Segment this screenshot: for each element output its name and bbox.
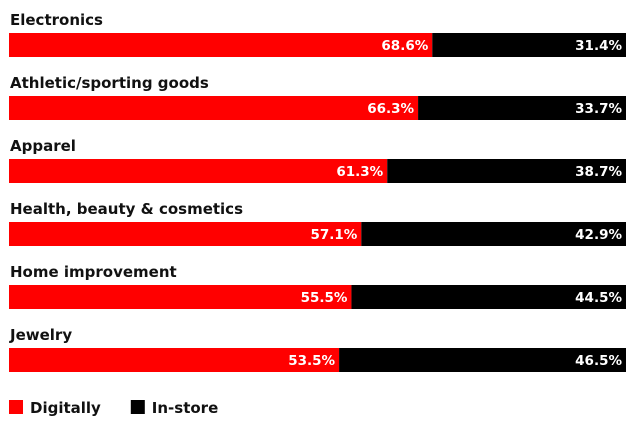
legend-label-in-store: In-store — [152, 399, 218, 417]
bar-in-store-apparel — [387, 159, 626, 183]
bar-digitally-athletic-sporting-goods — [9, 96, 419, 120]
data-label-in-store-health-beauty-cosmetics: 42.9% — [575, 227, 622, 243]
bar-digitally-jewelry — [9, 348, 340, 372]
data-label-digitally-athletic-sporting-goods: 66.3% — [367, 101, 414, 117]
bar-in-store-health-beauty-cosmetics — [361, 222, 626, 246]
bar-in-store-athletic-sporting-goods — [418, 96, 626, 120]
bar-digitally-home-improvement — [9, 285, 352, 309]
data-label-in-store-apparel: 38.7% — [575, 164, 622, 180]
category-label-home-improvement: Home improvement — [10, 263, 177, 281]
category-label-athletic-sporting-goods: Athletic/sporting goods — [10, 74, 209, 92]
category-label-apparel: Apparel — [10, 137, 76, 155]
legend-swatch-digitally — [9, 400, 23, 414]
data-label-in-store-home-improvement: 44.5% — [575, 290, 622, 306]
legend-swatch-in-store — [130, 400, 145, 414]
data-label-digitally-home-improvement: 55.5% — [301, 290, 348, 306]
legend-label-digitally: Digitally — [30, 399, 101, 417]
category-label-jewelry: Jewelry — [9, 326, 72, 344]
bar-in-store-electronics — [432, 33, 626, 57]
bar-in-store-jewelry — [339, 348, 626, 372]
data-label-in-store-athletic-sporting-goods: 33.7% — [575, 101, 622, 117]
data-label-digitally-jewelry: 53.5% — [288, 353, 335, 369]
bar-digitally-apparel — [9, 159, 388, 183]
data-label-in-store-jewelry: 46.5% — [575, 353, 622, 369]
data-label-in-store-electronics: 31.4% — [575, 38, 622, 54]
data-label-digitally-electronics: 68.6% — [381, 38, 428, 54]
bar-digitally-electronics — [9, 33, 433, 57]
category-label-health-beauty-cosmetics: Health, beauty & cosmetics — [10, 200, 243, 218]
bar-digitally-health-beauty-cosmetics — [9, 222, 362, 246]
bar-in-store-home-improvement — [351, 285, 626, 309]
data-label-digitally-apparel: 61.3% — [336, 164, 383, 180]
data-label-digitally-health-beauty-cosmetics: 57.1% — [310, 227, 357, 243]
category-label-electronics: Electronics — [10, 11, 103, 29]
